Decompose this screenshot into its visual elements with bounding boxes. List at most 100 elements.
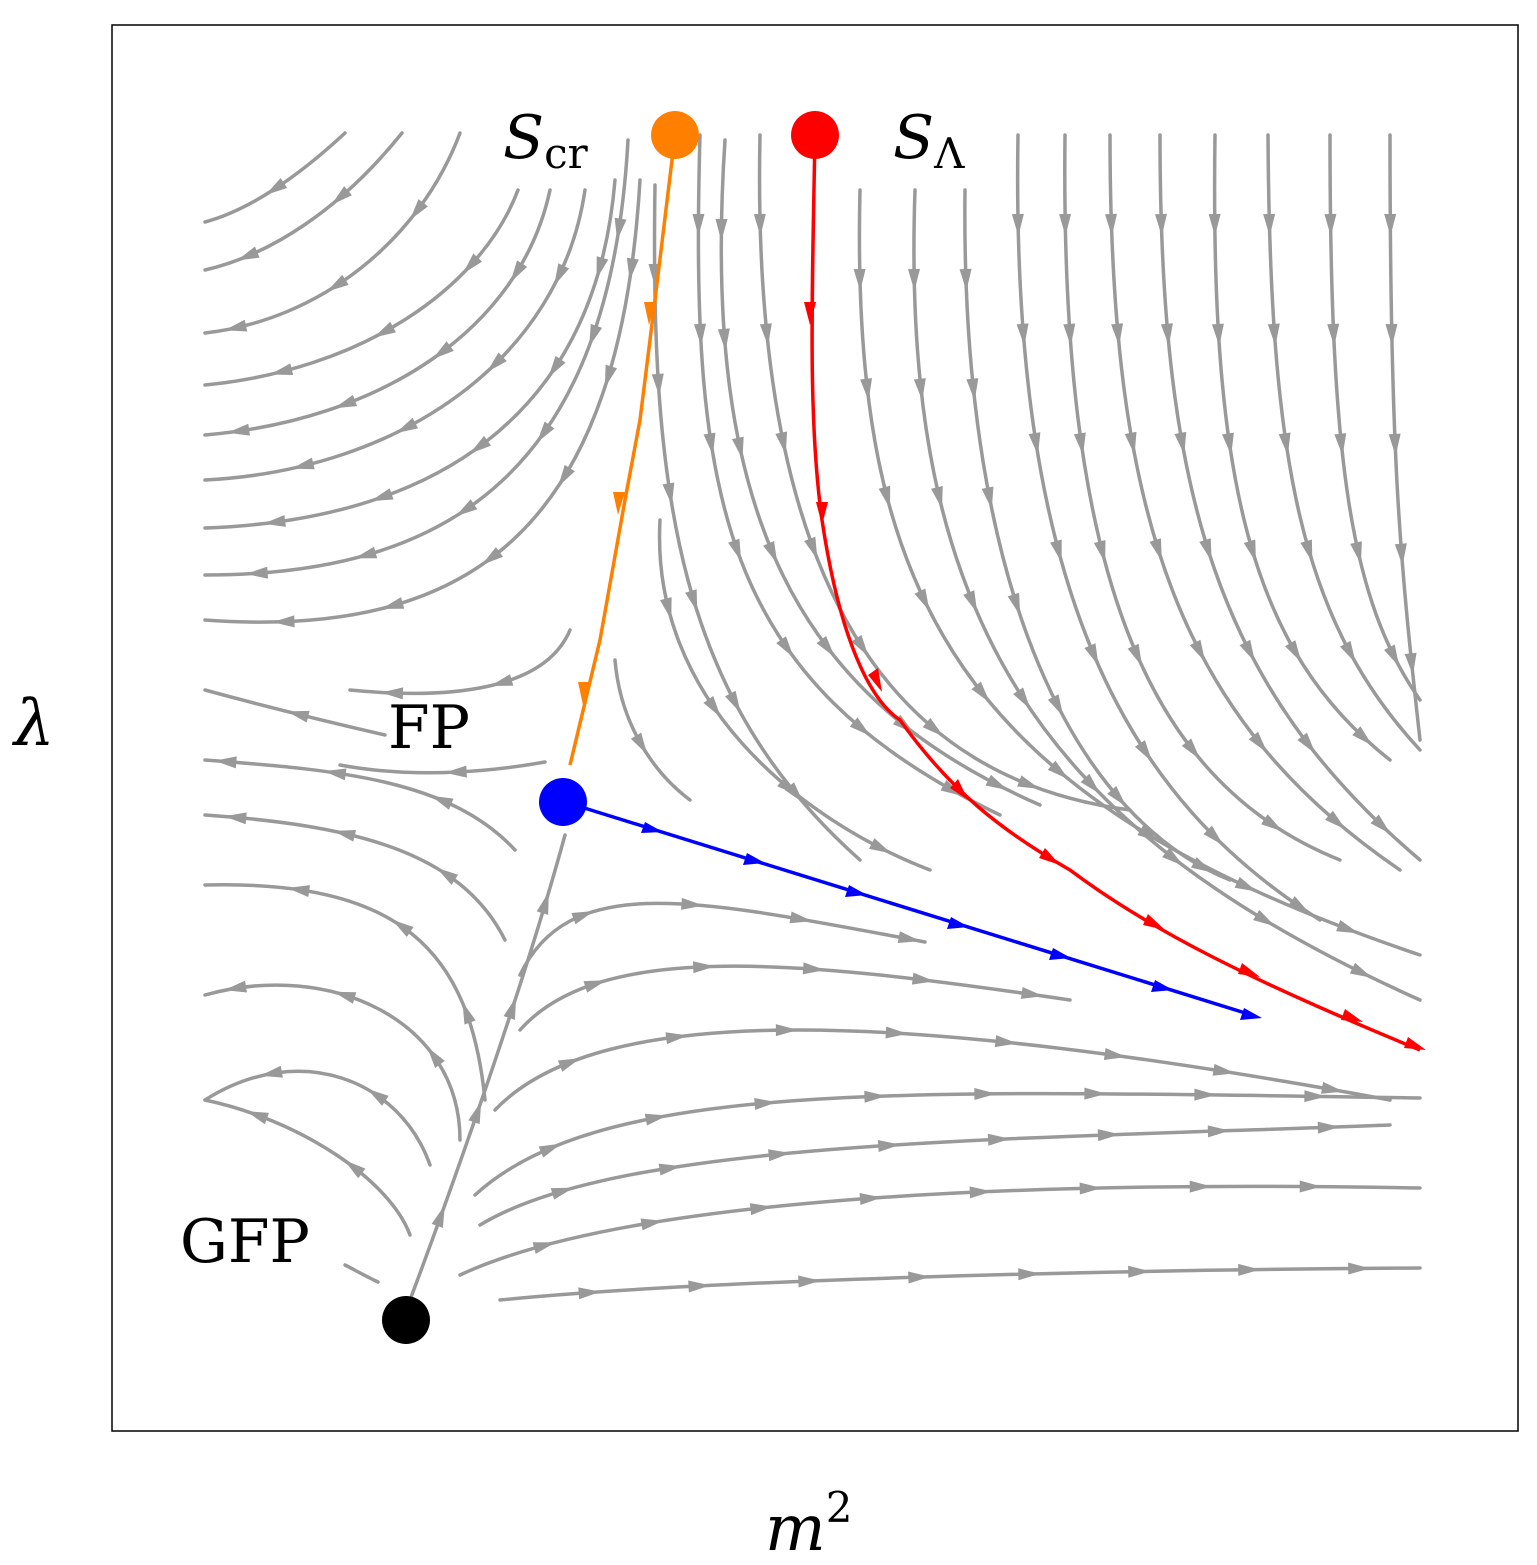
uv-arrow (1238, 963, 1260, 977)
stream-arrowhead (550, 1187, 574, 1200)
stream-line (203, 1069, 432, 1167)
stream-arrowhead (1278, 432, 1291, 456)
stream-arrowhead (1028, 432, 1041, 455)
stream-line (1266, 133, 1422, 752)
stream-arrowhead (333, 829, 357, 842)
stream-arrowhead (816, 635, 835, 658)
stream-arrowhead (651, 373, 664, 396)
stream-arrowhead (1388, 433, 1401, 456)
stream-arrowhead (1007, 592, 1021, 616)
stream-line (518, 901, 927, 977)
critical-arrow (644, 302, 656, 325)
uv-arrow (1143, 914, 1165, 930)
stream-line (203, 983, 462, 1142)
stream-line (338, 760, 547, 775)
stream-arrowhead (409, 199, 428, 221)
stream-arrowhead (1207, 1125, 1230, 1138)
ir-arrow (1049, 948, 1071, 960)
stream-arrowhead (725, 690, 741, 714)
stream-arrowhead (694, 323, 707, 346)
stream-arrowhead (1073, 432, 1086, 456)
stream-arrowhead (1149, 538, 1162, 562)
stream-line (458, 1184, 1422, 1277)
stream-line (518, 964, 1072, 1032)
stream-arrowhead (985, 774, 1008, 791)
stream-arrowhead (859, 1193, 882, 1205)
stream-arrowhead (885, 1026, 908, 1039)
stream-line (1212, 133, 1392, 762)
stream-arrowheads (214, 177, 1417, 1300)
stream-arrowhead (776, 636, 794, 658)
stream-arrowhead (1253, 909, 1276, 927)
stream-arrowhead (224, 980, 248, 993)
stream-line (478, 1123, 1392, 1227)
stream-arrowhead (1093, 540, 1106, 563)
uv-trajectory (804, 134, 1426, 1052)
stream-arrowhead (754, 1098, 777, 1110)
stream-arrowhead (1203, 825, 1224, 846)
stream-arrowhead (853, 268, 866, 291)
stream-arrowhead (532, 1242, 556, 1254)
stream-arrowhead (1304, 1090, 1327, 1103)
stream-arrowhead (1084, 643, 1099, 666)
stream-arrowhead (959, 268, 972, 291)
stream-arrowhead (1370, 814, 1391, 835)
stream-line (203, 138, 630, 577)
stream-line (696, 133, 1002, 817)
stream-arrowhead (1011, 213, 1024, 236)
stream-lines (203, 131, 1422, 1302)
stream-arrowhead (1284, 640, 1302, 663)
stream-arrowhead (630, 732, 648, 755)
stream-arrowhead (851, 634, 869, 657)
stream-arrowhead (503, 997, 517, 1020)
stream-arrowhead (227, 423, 250, 436)
stream-arrowhead (775, 1024, 798, 1037)
stream-line (657, 518, 932, 872)
stream-arrowhead (897, 931, 921, 943)
stream-arrowhead (987, 1133, 1011, 1146)
ir-arrow (947, 917, 969, 929)
stream-arrowhead (538, 1143, 562, 1158)
stream-arrowhead (323, 768, 347, 781)
stream-arrowhead (804, 536, 818, 560)
stream-arrowhead (436, 867, 459, 885)
stream-arrowhead (869, 838, 892, 854)
critical-arrow (613, 492, 625, 515)
stream-line (203, 178, 642, 624)
stream-line (493, 1028, 1392, 1112)
stream-arrowhead (768, 1149, 791, 1162)
stream-arrowhead (370, 488, 394, 502)
fp-point (539, 778, 587, 826)
stream-arrowhead (236, 246, 260, 261)
stream-arrowhead (717, 328, 730, 351)
stream-arrowhead (1334, 433, 1347, 456)
stream-arrowhead (1243, 539, 1256, 563)
stream-line (1158, 133, 1422, 862)
stream-line (857, 188, 1422, 957)
stream-arrowhead (462, 253, 483, 274)
stream-line (203, 188, 552, 437)
stream-arrowhead (715, 218, 728, 241)
stream-arrowhead (908, 1271, 931, 1284)
stream-arrowhead (877, 1140, 901, 1153)
stream-arrowhead (286, 710, 310, 723)
uv-arrow (950, 779, 968, 800)
stream-arrowhead (1239, 639, 1255, 663)
uv-arrow (1039, 848, 1060, 865)
uv-arrow (804, 302, 816, 325)
stream-arrowhead (1189, 639, 1206, 662)
stream-arrowhead (373, 321, 396, 338)
critical-trajectory (568, 134, 677, 766)
stream-arrowhead (432, 341, 454, 360)
stream-arrowhead (703, 432, 716, 456)
stream-arrowhead (468, 1101, 482, 1125)
stream-arrowhead (1208, 213, 1221, 236)
stream-arrowhead (1404, 652, 1417, 676)
stream-arrowhead (367, 1088, 389, 1106)
uv-arrow (816, 502, 828, 525)
stream-line (203, 188, 587, 482)
stream-line (613, 658, 692, 802)
stream-arrowhead (245, 566, 269, 579)
stream-arrowhead (1348, 1262, 1371, 1275)
stream-arrowhead (272, 615, 295, 628)
